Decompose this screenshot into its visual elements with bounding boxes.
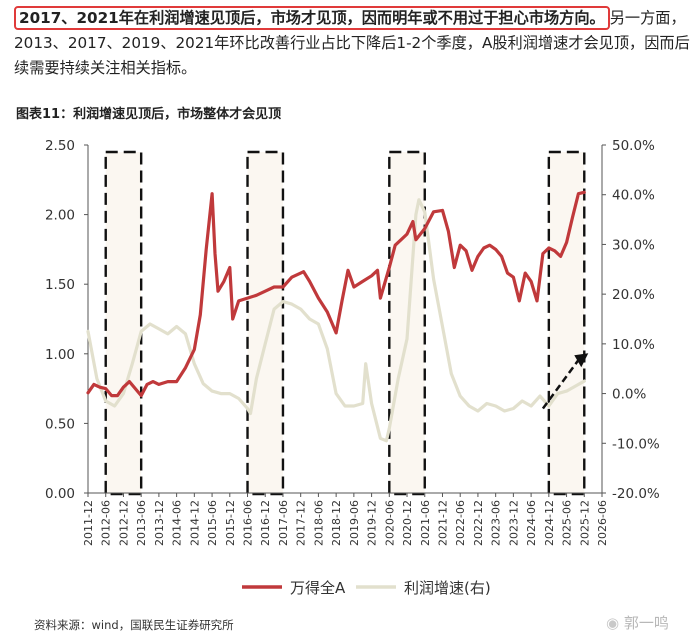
source-note: 资料来源：wind，国联民生证券研究所 [34,618,234,632]
intro-rest: 另一方面，2013、2017、2019、2021年环比改善行业占比下降后1-2个… [14,9,690,77]
x-tick-label: 2023-06 [490,500,503,546]
y-left-tick-label: 0.00 [45,486,75,502]
highlighted-sentence: 2017、2021年在利润增速见顶后，市场才见顶，因而明年或不用过于担心市场方向… [14,6,610,30]
y-left-tick-label: 1.50 [45,277,75,293]
y-right-tick-label: 40.0% [612,188,655,204]
y-right-tick-label: 0.0% [612,387,646,403]
y-left-tick-label: 0.50 [45,416,75,432]
x-tick-label: 2020-06 [383,500,396,546]
intro-paragraph: 2017、2021年在利润增速见顶后，市场才见顶，因而明年或不用过于担心市场方向… [14,6,694,81]
x-tick-label: 2016-12 [259,500,272,546]
x-tick-label: 2018-06 [312,500,325,546]
axes: 0.00 0.50 1.00 1.50 2.00 2.50 -20.0% -10.0% 0.0%… [45,138,660,546]
series-line-wind-all-a [86,190,586,398]
legend: 万得全A 利润增速(右) [242,579,491,597]
x-tick-label: 2011-12 [82,500,95,546]
series-lines [86,190,586,443]
x-tick-label: 2013-06 [135,500,148,546]
x-tick-label: 2014-06 [171,500,184,546]
x-tick-label: 2012-12 [117,500,130,546]
x-tick-label: 2020-12 [401,500,414,546]
y-right-tick-label: -20.0% [612,486,660,502]
watermark-text: 郭一鸣 [623,614,669,632]
y-right-tick-label: 20.0% [612,287,655,303]
y-left-tick-label: 2.00 [45,208,75,224]
x-tick-label: 2019-12 [366,500,379,546]
annotation-overlay [541,353,589,410]
x-tick-label: 2024-06 [525,500,538,546]
shaded-period-2 [246,150,285,496]
y-right-tick-label: -10.0% [612,436,660,452]
series-line-profit-growth [86,198,586,443]
shaded-periods [104,150,586,496]
x-tick-label: 2021-12 [436,500,449,546]
x-tick-label: 2026-06 [596,500,609,546]
x-tick-label: 2024-12 [543,500,556,546]
x-tick-label: 2021-06 [419,500,432,546]
x-tick-label: 2015-12 [224,500,237,546]
chart: 0.00 0.50 1.00 1.50 2.00 2.50 -20.0% -10.0% 0.0%… [45,138,660,597]
y-right-tick-label: 30.0% [612,237,655,253]
y-left-tick-label: 2.50 [45,138,75,154]
watermark: ◉ 郭一鸣 [606,612,669,633]
x-tick-label: 2022-12 [472,500,485,546]
x-tick-label: 2016-06 [242,500,255,546]
legend-label-wind-all-a: 万得全A [290,579,346,597]
y-right-tick-label: 50.0% [612,138,655,154]
trend-arrow-head-icon [574,353,589,368]
x-tick-label: 2025-12 [578,500,591,546]
x-tick-label: 2022-06 [454,500,467,546]
x-tick-label: 2025-06 [561,500,574,546]
x-tick-label: 2013-12 [153,500,166,546]
shaded-period-1 [104,150,143,496]
y-right-tick-label: 10.0% [612,337,655,353]
x-tick-label: 2019-06 [348,500,361,546]
x-tick-label: 2014-12 [188,500,201,546]
x-tick-label: 2017-12 [295,500,308,546]
legend-label-profit-growth: 利润增速(右) [404,579,491,597]
x-tick-label: 2023-12 [507,500,520,546]
figure-title: 图表11：利润增速见顶后，市场整体才会见顶 [16,107,282,122]
trend-arrow-line [541,359,580,410]
y-left-tick-label: 1.00 [45,347,75,363]
shaded-period-4 [547,150,586,496]
x-tick-label: 2018-12 [330,500,343,546]
x-tick-label: 2015-06 [206,500,219,546]
x-tick-label: 2012-06 [100,500,113,546]
weibo-logo-icon: ◉ [606,614,624,632]
x-tick-label: 2017-06 [277,500,290,546]
